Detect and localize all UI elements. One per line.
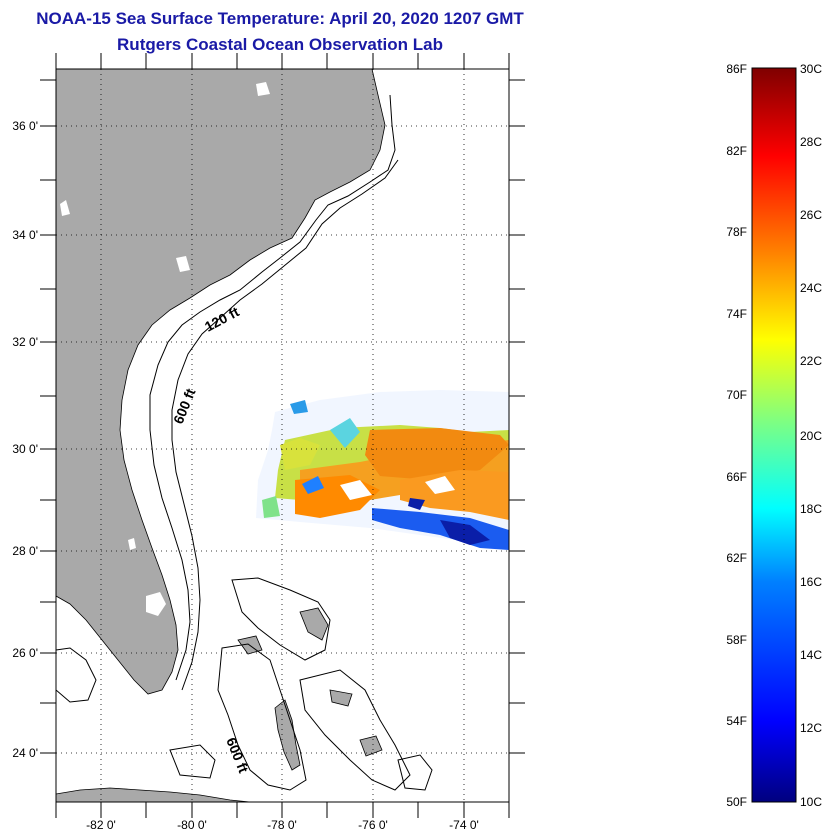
colorbar-celsius-labels: 30C 28C 26C 24C 22C 20C 18C 16C 14C 12C … — [800, 62, 822, 809]
lon-label-74: -74 0' — [449, 818, 479, 832]
cb-f-78: 78F — [726, 225, 747, 239]
map-area: 120 ft 600 ft 600 ft — [56, 69, 509, 802]
cb-f-50: 50F — [726, 795, 747, 809]
cb-f-58: 58F — [726, 633, 747, 647]
cb-c-10: 10C — [800, 795, 822, 809]
land-bahamas — [237, 607, 383, 771]
cb-c-28: 28C — [800, 135, 822, 149]
cb-c-30: 30C — [800, 62, 822, 76]
cb-c-18: 18C — [800, 502, 822, 516]
lat-label-34: 34 0' — [12, 228, 38, 242]
cb-f-70: 70F — [726, 388, 747, 402]
contour-label-600ft: 600 ft — [170, 386, 199, 426]
lon-label-78: -78 0' — [267, 818, 297, 832]
cb-f-82: 82F — [726, 144, 747, 158]
bathymetry-contours — [56, 94, 433, 791]
colorbar-fahrenheit-labels: 86F 82F 78F 74F 70F 66F 62F 58F 54F 50F — [726, 62, 747, 809]
latitude-labels: 36 0' 34 0' 32 0' 30 0' 28 0' 26 0' 24 0… — [12, 119, 38, 760]
lat-label-36: 36 0' — [12, 119, 38, 133]
map-subtitle: Rutgers Coastal Ocean Observation Lab — [117, 35, 443, 54]
contour-label-120ft: 120 ft — [202, 303, 242, 334]
cb-c-26: 26C — [800, 208, 822, 222]
cb-c-12: 12C — [800, 721, 822, 735]
land-cuba — [56, 787, 251, 802]
lon-label-82: -82 0' — [86, 818, 116, 832]
cb-c-24: 24C — [800, 281, 822, 295]
cb-c-22: 22C — [800, 354, 822, 368]
cb-c-20: 20C — [800, 429, 822, 443]
colorbar — [751, 67, 797, 803]
lat-label-26: 26 0' — [12, 646, 38, 660]
map-title: NOAA-15 Sea Surface Temperature: April 2… — [36, 9, 524, 28]
axis-ticks — [40, 53, 525, 818]
lon-label-76: -76 0' — [358, 818, 388, 832]
lat-label-32: 32 0' — [12, 335, 38, 349]
lakes — [60, 82, 270, 616]
longitude-labels: -82 0' -80 0' -78 0' -76 0' -74 0' — [86, 818, 479, 832]
lat-label-30: 30 0' — [12, 442, 38, 456]
cb-c-16: 16C — [800, 575, 822, 589]
cb-f-62: 62F — [726, 551, 747, 565]
lon-label-80: -80 0' — [177, 818, 207, 832]
cb-f-66: 66F — [726, 470, 747, 484]
lat-label-28: 28 0' — [12, 544, 38, 558]
sst-swath — [256, 390, 509, 550]
contour-label-600ft-bahamas: 600 ft — [223, 735, 252, 775]
cb-f-86: 86F — [726, 62, 747, 76]
land-mainland — [56, 69, 386, 695]
cb-c-14: 14C — [800, 648, 822, 662]
cb-f-54: 54F — [726, 714, 747, 728]
graticule — [56, 69, 509, 802]
lat-label-24: 24 0' — [12, 746, 38, 760]
cb-f-74: 74F — [726, 307, 747, 321]
